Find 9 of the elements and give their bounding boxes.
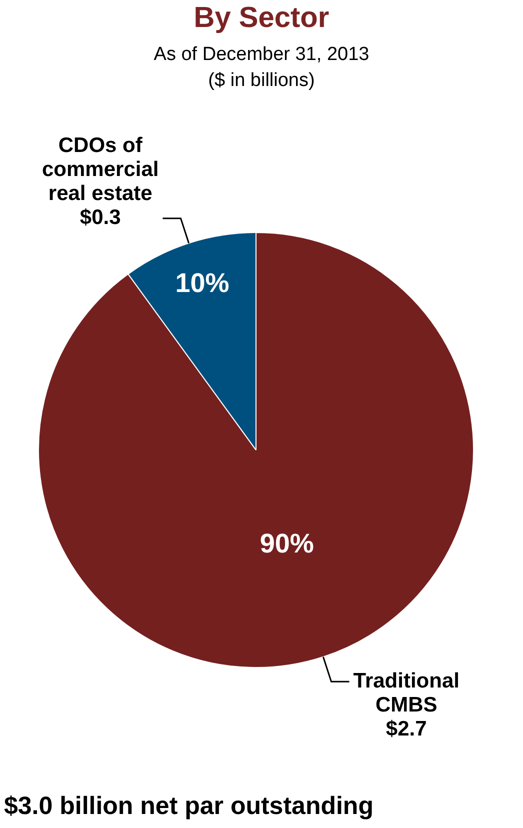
slice-label: Traditional CMBS (353, 669, 460, 716)
text: $2.7 (386, 717, 427, 740)
chart-subtitle: As of December 31, 2013 ($ in billions) (152, 43, 370, 93)
data-label: 90% (260, 528, 314, 559)
text: $0.3 (80, 206, 121, 230)
text: $3.0 billion net par outstanding (4, 792, 374, 821)
chart-title: By Sector (192, 2, 330, 35)
slice-label: CDOs of commercial real estate (42, 134, 159, 206)
data-label: 10% (175, 268, 230, 298)
